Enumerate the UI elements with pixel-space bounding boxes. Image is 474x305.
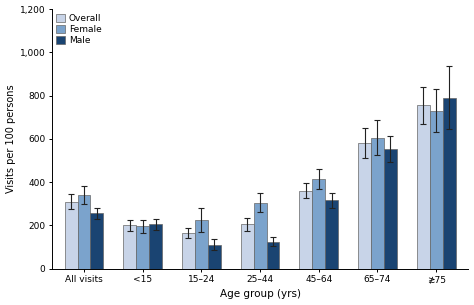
Bar: [123, 225, 136, 269]
Bar: [358, 143, 371, 269]
Bar: [384, 149, 397, 269]
Bar: [78, 195, 91, 269]
Bar: [149, 224, 162, 269]
Bar: [371, 138, 384, 269]
Y-axis label: Visits per 100 persons: Visits per 100 persons: [6, 84, 16, 193]
Bar: [325, 200, 338, 269]
Bar: [430, 111, 443, 269]
Bar: [64, 202, 78, 269]
Bar: [91, 214, 103, 269]
Bar: [266, 242, 280, 269]
Bar: [300, 191, 312, 269]
Bar: [443, 98, 456, 269]
Bar: [312, 179, 325, 269]
Bar: [195, 220, 208, 269]
Bar: [182, 233, 195, 269]
Bar: [208, 245, 221, 269]
Bar: [417, 105, 430, 269]
Bar: [254, 203, 266, 269]
X-axis label: Age group (yrs): Age group (yrs): [219, 289, 301, 300]
Bar: [241, 224, 254, 269]
Legend: Overall, Female, Male: Overall, Female, Male: [55, 12, 103, 47]
Bar: [136, 226, 149, 269]
